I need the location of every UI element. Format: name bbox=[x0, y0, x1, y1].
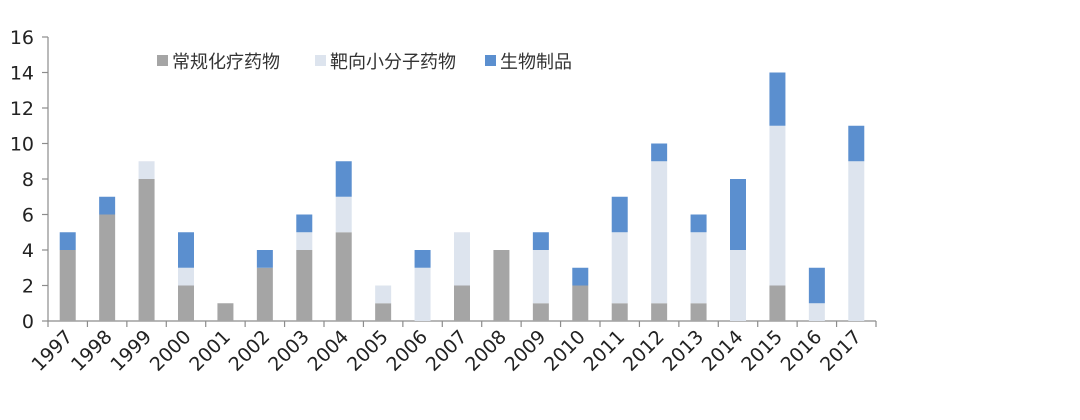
bar-segment-1-2001 bbox=[217, 303, 234, 321]
x-tick-label: 2002 bbox=[225, 326, 275, 376]
bar-segment-2-1999 bbox=[138, 161, 155, 179]
x-tick-label: 2009 bbox=[501, 326, 551, 376]
bar-segment-3-2016 bbox=[808, 267, 825, 304]
y-tick-label: 14 bbox=[10, 63, 34, 85]
bar-segment-1-1997 bbox=[59, 250, 76, 321]
bar-segment-2-2000 bbox=[178, 267, 194, 286]
bar-segment-2-2003 bbox=[296, 232, 313, 250]
bar-segment-3-1998 bbox=[99, 196, 116, 215]
y-tick-label: 0 bbox=[22, 311, 34, 333]
bar-segment-3-2014 bbox=[730, 179, 746, 250]
bar-segment-1-2005 bbox=[375, 303, 392, 321]
bar-segment-3-2011 bbox=[611, 196, 628, 233]
y-tick-label: 16 bbox=[10, 27, 34, 49]
bar-segment-2-2016 bbox=[808, 303, 825, 321]
legend-swatch-1 bbox=[157, 55, 168, 66]
bar-segment-1-2010 bbox=[572, 285, 589, 321]
x-tick-label: 2013 bbox=[658, 326, 708, 376]
bar-segment-1-2012 bbox=[651, 303, 668, 321]
bar-segment-1-1998 bbox=[99, 214, 116, 321]
bar-segment-3-2012 bbox=[651, 143, 668, 162]
bar-segment-2-2013 bbox=[690, 232, 707, 304]
x-tick-label: 2015 bbox=[737, 326, 787, 376]
x-tick-label: 2001 bbox=[185, 326, 235, 376]
bar-segment-2-2014 bbox=[730, 250, 746, 321]
bar-segment-3-2002 bbox=[256, 250, 273, 268]
bar-segment-1-2008 bbox=[493, 250, 510, 321]
x-tick-label: 2000 bbox=[146, 326, 196, 376]
bar-segment-3-2015 bbox=[769, 72, 786, 126]
y-axis: 0 2 4 6 8 10 12 14 16 bbox=[10, 27, 49, 333]
x-tick-label: 2012 bbox=[619, 326, 669, 376]
bar-segment-3-2010 bbox=[572, 267, 589, 286]
bar-segment-1-1999 bbox=[138, 179, 155, 321]
bar-segment-3-2003 bbox=[296, 214, 313, 233]
x-tick-label: 2016 bbox=[777, 326, 827, 376]
x-tick-label: 2014 bbox=[698, 326, 748, 376]
bar-segment-1-2000 bbox=[178, 285, 194, 321]
bar-segment-3-2000 bbox=[178, 232, 194, 268]
x-tick-label: 2011 bbox=[579, 326, 629, 376]
legend-swatch-3 bbox=[485, 55, 496, 66]
bar-segment-1-2015 bbox=[769, 285, 786, 321]
legend-swatch-2 bbox=[315, 55, 326, 66]
bar-segment-1-2009 bbox=[532, 303, 549, 321]
bar-segment-1-2013 bbox=[690, 303, 707, 321]
x-tick-label: 2006 bbox=[382, 326, 432, 376]
bar-segment-3-2009 bbox=[532, 232, 549, 250]
x-tick-label: 1999 bbox=[106, 326, 156, 376]
y-tick-label: 12 bbox=[10, 98, 34, 120]
bar-segment-2-2017 bbox=[848, 161, 865, 321]
bar-segment-3-2004 bbox=[335, 161, 352, 197]
y-tick-label: 10 bbox=[10, 134, 34, 156]
x-tick-label: 2008 bbox=[461, 326, 511, 376]
x-tick-label: 2010 bbox=[540, 326, 590, 376]
bar-segment-3-1997 bbox=[59, 232, 76, 250]
y-tick-label: 2 bbox=[22, 276, 34, 298]
bar-segment-1-2011 bbox=[611, 303, 628, 321]
bar-segment-3-2013 bbox=[690, 214, 707, 233]
legend-label-2: 靶向小分子药物 bbox=[330, 52, 456, 73]
bar-segment-2-2015 bbox=[769, 125, 786, 286]
bar-segment-2-2012 bbox=[651, 161, 668, 304]
bar-segment-1-2007 bbox=[454, 285, 470, 321]
x-tick-label: 2003 bbox=[264, 326, 314, 376]
bar-segment-2-2009 bbox=[532, 250, 549, 304]
x-tick-label: 2004 bbox=[303, 326, 353, 376]
bar-segment-1-2003 bbox=[296, 250, 313, 321]
bar-segment-2-2011 bbox=[611, 232, 628, 304]
legend-label-1: 常规化疗药物 bbox=[172, 52, 280, 73]
bars-group bbox=[59, 72, 865, 321]
bar-segment-1-2002 bbox=[256, 267, 273, 321]
bar-segment-2-2006 bbox=[414, 267, 431, 321]
bar-segment-2-2005 bbox=[375, 285, 392, 304]
y-tick-label: 4 bbox=[22, 240, 34, 262]
bar-segment-2-2004 bbox=[335, 196, 352, 233]
x-tick-label: 1997 bbox=[27, 326, 77, 376]
x-axis: 1997199819992000200120022003200420052006… bbox=[27, 320, 877, 376]
y-tick-label: 8 bbox=[22, 169, 34, 191]
bar-segment-1-2004 bbox=[335, 232, 352, 321]
bar-segment-3-2017 bbox=[848, 125, 865, 162]
x-tick-label: 2007 bbox=[422, 326, 472, 376]
x-tick-label: 2017 bbox=[816, 326, 866, 376]
x-tick-label: 2005 bbox=[343, 326, 393, 376]
y-tick-label: 6 bbox=[22, 205, 34, 227]
legend-label-3: 生物制品 bbox=[500, 52, 572, 73]
bar-segment-3-2006 bbox=[414, 250, 431, 268]
bar-segment-2-2007 bbox=[454, 232, 470, 286]
x-tick-label: 1998 bbox=[67, 326, 117, 376]
legend: 常规化疗药物 靶向小分子药物 生物制品 bbox=[157, 52, 572, 73]
